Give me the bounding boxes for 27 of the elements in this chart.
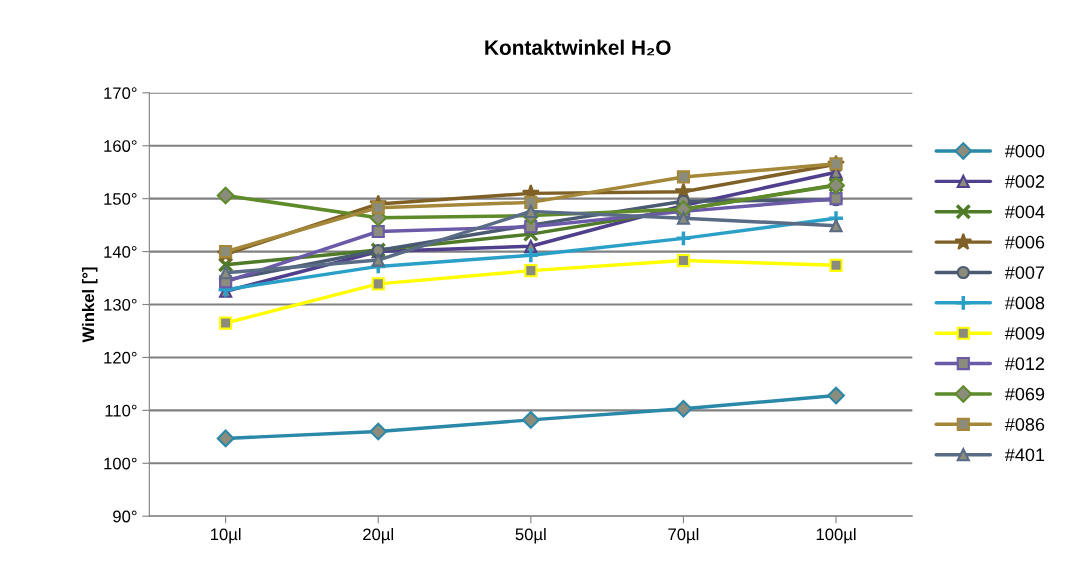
legend-label: #012 <box>1004 357 1045 371</box>
x-tick-label: 10µl <box>210 528 241 544</box>
y-tick-label: 110° <box>105 404 137 417</box>
legend-label: #401 <box>1004 448 1045 462</box>
legend-label: #002 <box>1004 175 1045 188</box>
legend-label: #000 <box>1004 144 1045 158</box>
x-tick-label: 50µl <box>515 528 546 544</box>
y-tick-label: 150° <box>104 193 137 205</box>
legend-label: #007 <box>1004 266 1045 279</box>
legend-label: #069 <box>1004 387 1045 401</box>
x-tick-label: 100µl <box>816 528 856 544</box>
y-tick-label: 140° <box>104 245 137 258</box>
legend-label: #009 <box>1004 326 1045 340</box>
x-tick-label: 70µl <box>668 528 699 544</box>
y-tick-label: 160° <box>104 140 137 152</box>
y-axis-title: Winkel [°] <box>81 267 98 343</box>
legend-label: #004 <box>1004 205 1045 219</box>
y-tick-label: 90° <box>113 510 137 523</box>
y-tick-label: 100° <box>104 457 137 470</box>
chart-title: Kontaktwinkel H₂O <box>485 39 671 56</box>
y-tick-label: 120° <box>104 351 137 364</box>
legend-label: #006 <box>1004 235 1045 249</box>
x-tick-label: 20µl <box>363 528 394 544</box>
legend-label: #086 <box>1004 418 1045 431</box>
y-tick-label: 170° <box>104 87 137 100</box>
y-tick-label: 130° <box>104 298 137 311</box>
legend-label: #008 <box>1004 296 1045 310</box>
